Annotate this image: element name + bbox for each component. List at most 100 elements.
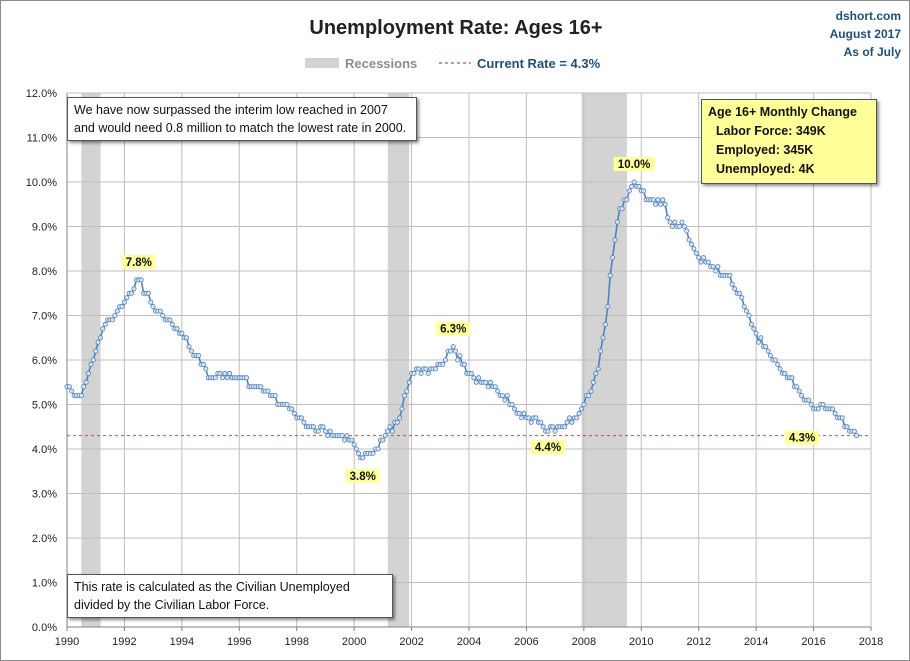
data-point [121, 299, 127, 305]
data-point [349, 437, 355, 443]
x-tick-label: 1996 [227, 636, 251, 648]
data-point [375, 446, 381, 452]
data-point [227, 370, 233, 376]
data-point [355, 450, 361, 456]
data-point [751, 326, 757, 332]
data-point [382, 433, 388, 439]
y-tick-label: 11.0% [27, 133, 58, 145]
data-point [217, 370, 223, 376]
data-point [203, 366, 209, 372]
y-tick-label: 1.0% [32, 578, 57, 590]
data-point [746, 312, 752, 318]
data-point [600, 335, 606, 341]
data-point [744, 308, 750, 314]
source-line-3: As of July [844, 45, 902, 59]
data-point [677, 223, 683, 229]
data-point [689, 241, 695, 247]
data-point [320, 424, 326, 430]
data-point [614, 219, 620, 225]
annotation-label: 3.8% [350, 471, 376, 483]
data-point [629, 183, 635, 189]
data-point [538, 419, 544, 425]
note-top: We have now surpassed the interim low re… [67, 97, 417, 141]
data-point [406, 379, 412, 385]
data-point [753, 330, 759, 336]
x-tick-label: 2004 [457, 636, 481, 648]
data-point [148, 299, 154, 305]
x-tick-label: 1992 [112, 636, 136, 648]
data-point [775, 361, 781, 367]
data-point [681, 223, 687, 229]
data-point [315, 428, 321, 434]
data-point [844, 424, 850, 430]
data-point [157, 308, 163, 314]
data-point [442, 357, 448, 363]
annotation-highlight [785, 430, 820, 445]
monthly-change-header: Age 16+ Monthly Change [708, 105, 857, 119]
data-point [492, 384, 498, 390]
data-point [452, 348, 458, 354]
data-point [768, 353, 774, 359]
data-point [502, 397, 508, 403]
data-point [662, 201, 668, 207]
data-point [684, 228, 690, 234]
data-point [691, 246, 697, 252]
data-point [533, 415, 539, 421]
source-line-1: dshort.com [836, 9, 901, 23]
data-point [495, 388, 501, 394]
data-point [124, 295, 130, 301]
data-point [301, 419, 307, 425]
data-point [854, 433, 860, 439]
x-tick-label: 2016 [801, 636, 825, 648]
data-point [169, 321, 175, 327]
data-point [739, 295, 745, 301]
data-point [796, 388, 802, 394]
data-point [588, 388, 594, 394]
x-tick-label: 2010 [629, 636, 653, 648]
data-point [521, 410, 527, 416]
data-point [610, 255, 616, 261]
data-point [574, 415, 580, 421]
data-point [455, 357, 461, 363]
data-point [119, 304, 125, 310]
data-point [540, 424, 546, 430]
data-point [380, 437, 386, 443]
annotation-label: 10.0% [618, 159, 651, 171]
data-point [581, 401, 587, 407]
data-point [114, 308, 120, 314]
data-point [839, 415, 845, 421]
data-point [188, 348, 194, 354]
data-point [820, 401, 826, 407]
data-point [184, 335, 190, 341]
data-point [624, 197, 630, 203]
data-point [641, 188, 647, 194]
data-point [102, 321, 108, 327]
data-point [552, 428, 558, 434]
data-point [471, 375, 477, 381]
data-point [509, 401, 515, 407]
y-tick-label: 6.0% [32, 355, 57, 367]
y-tick-label: 3.0% [32, 489, 57, 501]
data-point [485, 384, 491, 390]
data-point [595, 366, 601, 372]
x-tick-label: 2014 [744, 636, 768, 648]
data-point [806, 397, 812, 403]
data-point [423, 366, 429, 372]
data-point [360, 455, 366, 461]
data-point [758, 335, 764, 341]
annotation-highlight [530, 440, 565, 455]
monthly-change-box: Age 16+ Monthly Change Labor Force: 349K… [701, 99, 877, 184]
data-point [851, 428, 857, 434]
data-point [782, 370, 788, 376]
data-point [626, 188, 632, 194]
y-tick-label: 10.0% [26, 177, 57, 189]
data-point [457, 353, 463, 359]
data-point [196, 353, 202, 359]
annotation-label: 7.8% [126, 257, 152, 269]
data-point [450, 344, 456, 350]
data-point [667, 219, 673, 225]
data-point [487, 379, 493, 385]
y-tick-label: 12.0% [26, 88, 57, 100]
